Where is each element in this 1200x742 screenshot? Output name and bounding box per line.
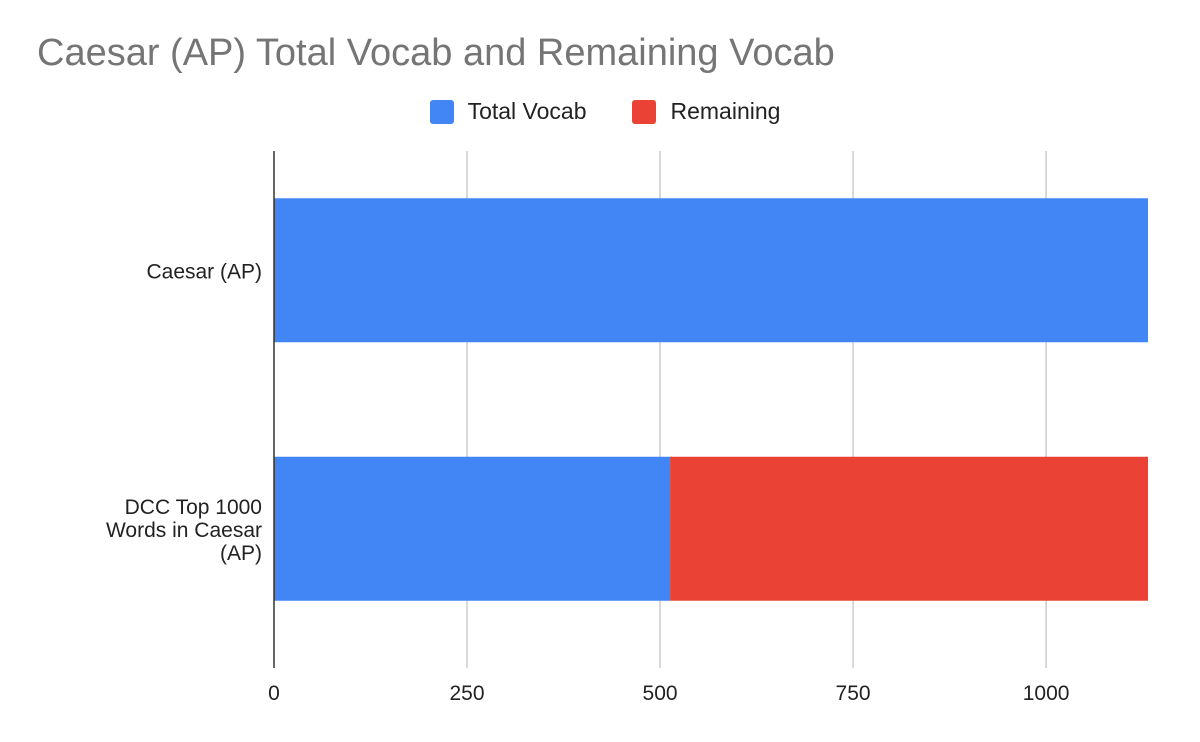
category-label-line: DCC Top 1000: [125, 496, 262, 519]
bar-total-vocab-0: [274, 198, 1148, 343]
bar-remaining-1: [670, 456, 1148, 601]
legend-item-total-vocab[interactable]: Total Vocab: [420, 98, 587, 125]
category-label-line: (AP): [220, 542, 262, 565]
x-tick-label-1000: 1000: [1023, 682, 1070, 705]
legend-label-remaining: Remaining: [670, 98, 781, 124]
legend-swatch-total-vocab: [429, 99, 454, 124]
x-tick-label-250: 250: [449, 682, 484, 705]
bar-total-vocab-1: [274, 456, 671, 601]
x-tick-label-0: 0: [268, 682, 280, 705]
legend-item-remaining[interactable]: Remaining: [622, 98, 780, 125]
category-label-0: Caesar (AP): [146, 260, 262, 283]
category-label-line: Words in Caesar: [106, 519, 262, 542]
category-label-1: DCC Top 1000 Words in Caesar (AP): [106, 496, 262, 565]
chart-title: Caesar (AP) Total Vocab and Remaining Vo…: [37, 32, 835, 74]
legend-label-total-vocab: Total Vocab: [467, 98, 587, 124]
legend: Total Vocab Remaining: [0, 98, 1200, 125]
category-label-line: Caesar (AP): [146, 260, 262, 283]
legend-swatch-remaining: [632, 99, 657, 124]
x-tick-label-750: 750: [836, 682, 871, 705]
x-tick-label-500: 500: [643, 682, 678, 705]
